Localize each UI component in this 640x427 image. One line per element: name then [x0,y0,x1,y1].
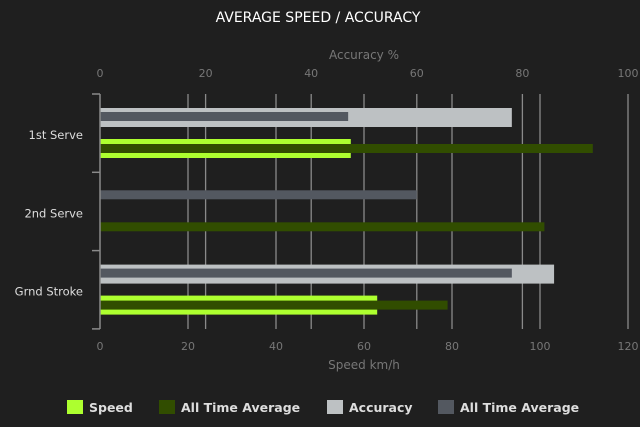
top-tick-label: 0 [97,67,104,80]
legend-label: Accuracy [349,400,413,415]
top-axis-label: Accuracy % [329,48,399,62]
legend-label: All Time Average [181,400,300,415]
bottom-tick-label: 120 [618,340,639,353]
legend-swatch [327,400,343,414]
accuracy-average-bar [100,190,417,200]
accuracy-average-bar [100,112,349,121]
bottom-tick-label: 20 [181,340,195,353]
category-label: 1st Serve [29,128,83,142]
bottom-tick-label: 40 [269,340,283,353]
chart-title: AVERAGE SPEED / ACCURACY [216,10,421,26]
bottom-tick-label: 0 [97,340,104,353]
category-label: 2nd Serve [24,206,83,220]
legend-swatch [159,400,175,414]
top-tick-label: 60 [410,67,424,80]
top-tick-label: 40 [304,67,318,80]
top-tick-label: 20 [199,67,213,80]
legend-label: All Time Average [460,400,579,415]
legend-swatch [67,400,83,414]
legend-label: Speed [89,400,133,415]
bottom-tick-label: 100 [530,340,551,353]
top-tick-label: 80 [515,67,529,80]
speed-average-bar [100,300,448,310]
speed-average-bar [100,222,545,232]
category-label: Grnd Stroke [15,285,83,299]
bottom-tick-label: 60 [357,340,371,353]
speed-average-bar [100,144,593,153]
bottom-axis-label: Speed km/h [328,358,400,372]
legend-swatch [438,400,454,414]
accuracy-average-bar [100,268,512,278]
bottom-tick-label: 80 [445,340,459,353]
top-tick-label: 100 [618,67,639,80]
